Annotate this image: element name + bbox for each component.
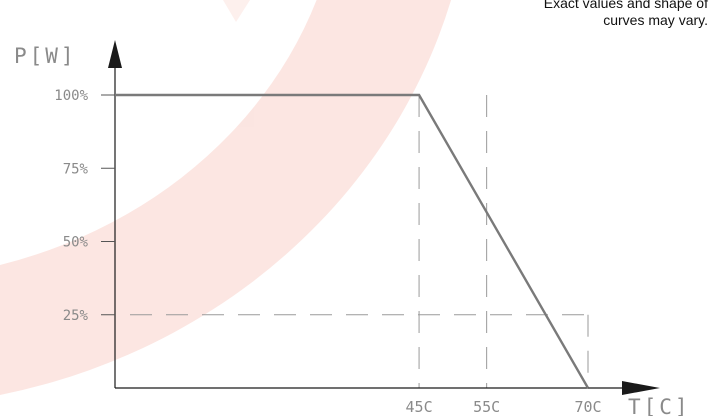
axes — [108, 40, 660, 395]
y-tick-label: 50% — [63, 235, 89, 251]
disclaimer-note: Exact values and shape of curves may var… — [544, 0, 708, 29]
y-tick-label: 75% — [63, 161, 89, 177]
x-axis-arrow-icon — [622, 381, 660, 395]
y-ticks: 100% 75% 50% 25% — [54, 88, 115, 324]
x-tick-label: 45C — [406, 398, 433, 416]
series-layer — [114, 93, 590, 389]
x-ticks: 45C 55C 70C — [406, 398, 602, 416]
y-axis-arrow-icon — [108, 40, 122, 68]
disclaimer-line-1: Exact values and shape of — [543, 0, 708, 11]
y-tick-label: 25% — [63, 308, 89, 324]
watermark-arc-icon — [0, 0, 452, 395]
y-axis-label: P[W] — [14, 44, 77, 68]
x-tick-label: 70C — [574, 398, 601, 416]
x-tick-label: 55C — [473, 398, 500, 416]
disclaimer-line-2: curves may vary. — [603, 12, 708, 28]
y-tick-label: 100% — [54, 88, 88, 104]
x-axis-label: T[C] — [628, 395, 691, 416]
